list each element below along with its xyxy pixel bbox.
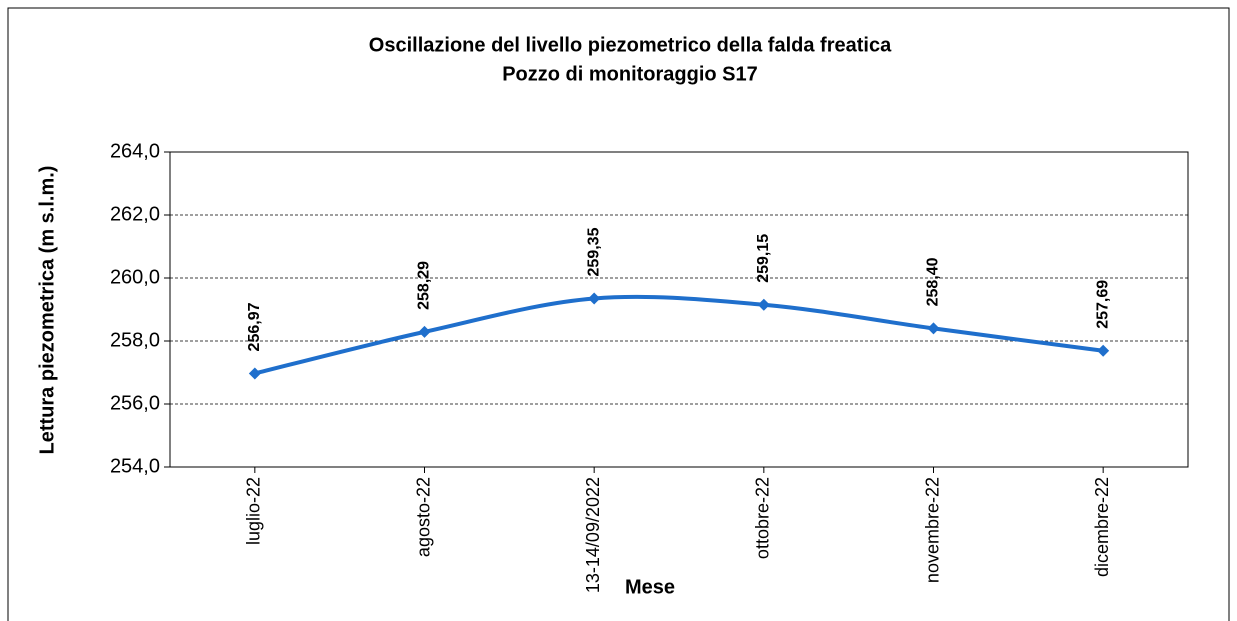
x-tick-label: 13-14/09/2022 — [583, 477, 603, 593]
value-label: 259,15 — [755, 234, 772, 283]
marker — [927, 322, 940, 335]
y-tick-label: 256,0 — [110, 392, 160, 414]
y-tick-label: 264,0 — [110, 140, 160, 162]
x-tick-label: luglio-22 — [244, 477, 264, 545]
x-tick-label: novembre-22 — [922, 477, 942, 583]
chart-frame — [7, 7, 1230, 621]
y-tick-label: 260,0 — [110, 266, 160, 288]
x-axis-title: Mese — [625, 576, 675, 598]
x-tick-label: agosto-22 — [413, 477, 433, 557]
value-label: 257,69 — [1094, 280, 1111, 329]
marker — [418, 325, 431, 338]
marker — [248, 367, 261, 380]
value-label: 258,40 — [925, 257, 942, 306]
marker — [757, 298, 770, 311]
chart-subtitle: Pozzo di monitoraggio S17 — [502, 63, 758, 85]
marker — [1097, 344, 1110, 357]
value-label: 258,29 — [416, 261, 433, 310]
marker — [588, 292, 601, 305]
value-label: 259,35 — [585, 227, 602, 276]
plot-border — [169, 151, 1189, 468]
x-tick-label: ottobre-22 — [753, 477, 773, 559]
y-axis-title: Lettura piezometrica (m s.l.m.) — [36, 166, 58, 455]
y-tick-label: 254,0 — [110, 455, 160, 477]
line — [254, 294, 1104, 376]
y-tick-label: 258,0 — [110, 329, 160, 351]
y-tick-label: 262,0 — [110, 203, 160, 225]
chart-title: Oscillazione del livello piezometrico de… — [369, 34, 892, 56]
value-label: 256,97 — [246, 302, 263, 351]
x-tick-label: dicembre-22 — [1092, 477, 1112, 577]
